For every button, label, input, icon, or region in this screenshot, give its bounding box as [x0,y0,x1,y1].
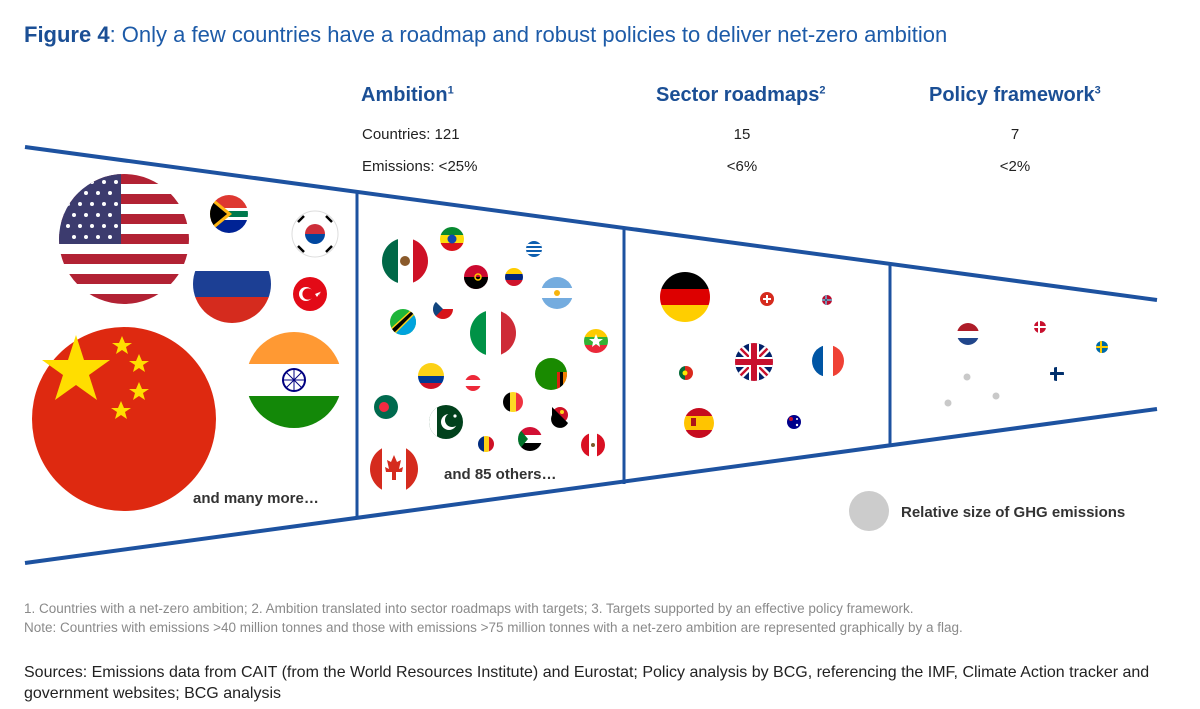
portugal-flag [679,366,693,380]
uk-flag [735,343,773,381]
france-flag [812,345,844,377]
footnote-ref: 1 [447,84,454,97]
footnote-ref: 3 [1094,84,1101,97]
funnel-bottom-line [24,407,1158,565]
germany-flag [660,272,710,322]
austria-flag [465,375,481,391]
norway-flag [822,295,832,305]
colombia-flag [418,363,444,389]
australia-flag [787,415,801,429]
zambia-flag [535,358,567,390]
ambition-emissions: Emissions: <25% [362,158,478,175]
italy-flag [470,310,516,356]
sudan-flag [518,427,542,451]
funnel-top-line [24,145,1158,302]
many-more-label: and many more… [193,490,319,507]
romania-flag [478,436,494,452]
tanzania-flag [390,309,416,335]
footnote-definitions: 1. Countries with a net-zero ambition; 2… [24,601,914,616]
footnote-ref: 2 [819,84,826,97]
spain-flag [684,408,714,438]
sweden-flag [1096,341,1108,353]
bangladesh-flag [374,395,398,419]
south-korea-flag [291,210,339,258]
greece-flag [526,241,542,257]
column-header-sector-roadmaps: Sector roadmaps2 [656,84,826,107]
footnote-note: Note: Countries with emissions >40 milli… [24,620,963,635]
usa-flag [59,174,189,304]
legend-label: Relative size of GHG emissions [901,504,1125,521]
policy-emissions: <2% [999,158,1031,175]
peru-flag [581,433,605,457]
russia-flag [193,245,271,323]
china-flag [32,327,216,511]
argentina-flag [541,277,573,309]
angola-flag [464,265,488,289]
figure-caption: : Only a few countries have a roadmap an… [109,22,948,47]
others-label: and 85 others… [444,466,557,483]
ethiopia-flag [440,227,464,251]
column-header-policy-framework: Policy framework3 [929,84,1101,107]
figure-title: Figure 4: Only a few countries have a ro… [24,22,947,48]
czech-flag [433,299,453,319]
grey-emission-dot [944,399,952,407]
belgium-flag [503,392,523,412]
legend-swatch [849,491,889,531]
myanmar-flag [584,329,608,353]
policy-countries: 7 [1010,126,1020,143]
grey-emission-dot [963,373,971,381]
column-label: Ambition [361,84,448,106]
mexico-flag [382,238,428,284]
pakistan-flag [429,405,463,439]
canada-flag [370,445,418,493]
papua-new-guinea-flag [551,407,568,428]
column-header-ambition: Ambition1 [361,84,454,107]
turkey-flag [293,277,327,311]
netherlands-flag [957,323,979,345]
switzerland-flag [760,292,774,306]
footnotes: 1. Countries with a net-zero ambition; 2… [24,599,1174,637]
ambition-countries: Countries: 121 [362,126,460,143]
denmark-flag [1034,321,1046,333]
roadmap-emissions: <6% [726,158,758,175]
venezuela-flag [505,268,523,286]
sources: Sources: Emissions data from CAIT (from … [24,664,1150,702]
grey-emission-dot [992,392,1000,400]
figure-number: Figure 4 [24,22,110,47]
column-label: Policy framework [929,84,1095,106]
india-flag [246,332,342,428]
funnel-diagram: and many more… [24,145,1158,565]
finland-flag [1050,367,1064,381]
roadmap-countries: 15 [733,126,751,143]
south-africa-flag [210,195,248,233]
column-label: Sector roadmaps [656,84,820,106]
